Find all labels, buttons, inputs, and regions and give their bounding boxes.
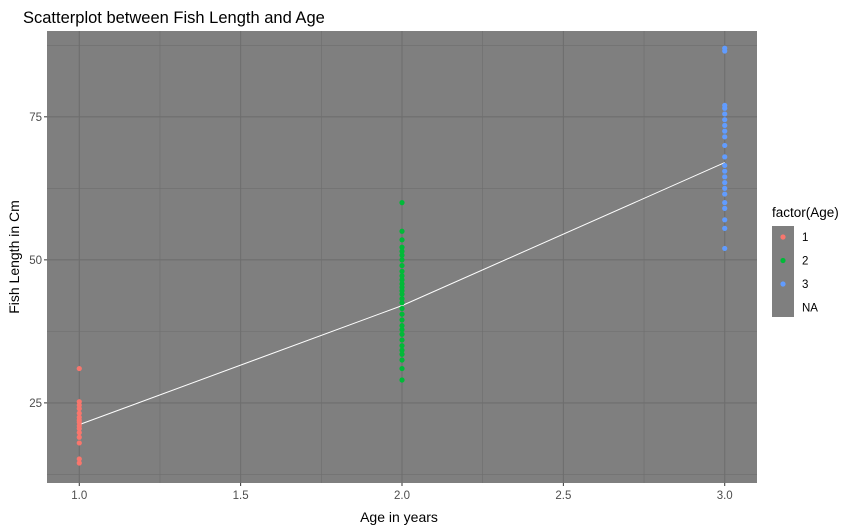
x-tick-label: 1.0 [71, 490, 87, 502]
x-tick-label: 1.5 [233, 490, 249, 502]
data-point-age-2 [399, 244, 405, 250]
data-point-age-2 [399, 337, 405, 343]
y-tick-label: 75 [29, 112, 42, 124]
data-point-age-2 [399, 327, 405, 333]
data-point-age-3 [722, 217, 728, 223]
legend-key-2 [780, 257, 786, 264]
points-layer [76, 45, 728, 466]
data-point-age-2 [399, 365, 405, 372]
y-tick-label: 50 [29, 255, 42, 267]
data-point-age-2 [399, 262, 405, 269]
data-point-age-3 [722, 117, 728, 123]
legend-label-3: 3 [802, 279, 808, 291]
data-point-age-1 [76, 460, 82, 466]
data-point-age-1 [76, 414, 82, 420]
data-point-age-1 [76, 440, 82, 446]
legend-key-3 [780, 281, 786, 287]
data-point-age-2 [399, 228, 405, 234]
data-point-age-2 [399, 377, 405, 383]
data-point-age-1 [76, 399, 82, 405]
data-point-age-3 [722, 142, 728, 149]
x-tick-label: 2.0 [394, 490, 410, 502]
data-point-age-2 [399, 323, 405, 329]
data-point-age-3 [722, 200, 728, 206]
data-point-age-1 [76, 365, 82, 372]
data-point-age-2 [399, 252, 405, 258]
data-point-age-2 [399, 273, 405, 279]
data-point-age-2 [399, 200, 405, 206]
y-axis-title: Fish Length in Cm [6, 200, 22, 314]
data-point-age-2 [399, 248, 405, 254]
x-tick-label: 2.5 [555, 490, 571, 502]
data-point-age-2 [399, 237, 405, 243]
legend-label-2: 2 [802, 256, 808, 268]
data-point-age-3 [722, 111, 728, 117]
y-tick-label: 25 [29, 398, 42, 410]
x-axis-title: Age in years [360, 509, 438, 525]
data-point-age-2 [399, 347, 405, 353]
data-point-age-3 [722, 134, 728, 140]
trend-line-layer [79, 162, 725, 426]
data-point-age-2 [399, 281, 405, 287]
data-point-age-3 [722, 205, 728, 211]
legend: factor(Age) 1 2 3 NA [772, 205, 839, 317]
x-axis-ticks: 1.0 1.5 2.0 2.5 3.0 [71, 483, 733, 502]
y-axis-ticks: 25 50 75 [29, 112, 47, 410]
data-point-age-3 [722, 180, 728, 186]
data-point-age-3 [722, 245, 728, 252]
data-point-age-2 [399, 305, 405, 312]
data-point-age-2 [399, 296, 405, 302]
legend-title: factor(Age) [772, 205, 839, 220]
legend-key-background [772, 226, 794, 317]
legend-entries: 1 2 3 NA [780, 232, 818, 315]
data-point-age-1 [76, 434, 82, 440]
legend-label-1: 1 [802, 232, 808, 244]
data-point-age-2 [399, 268, 405, 274]
data-point-age-3 [722, 45, 728, 51]
data-point-age-2 [399, 351, 405, 357]
data-point-age-3 [722, 162, 728, 169]
chart-title: Scatterplot between Fish Length and Age [23, 9, 325, 27]
data-point-age-2 [399, 257, 405, 263]
data-point-age-2 [399, 343, 405, 349]
data-point-age-1 [76, 456, 82, 462]
data-point-age-2 [399, 317, 405, 323]
data-point-age-3 [722, 154, 728, 160]
data-point-age-2 [399, 277, 405, 283]
data-point-age-3 [722, 168, 728, 174]
trend-line [79, 162, 725, 426]
data-point-age-2 [399, 300, 405, 306]
data-point-age-3 [722, 122, 728, 129]
data-point-age-3 [722, 128, 728, 134]
data-point-age-3 [722, 191, 728, 197]
data-point-age-3 [722, 185, 728, 191]
x-tick-label: 3.0 [717, 490, 733, 502]
data-point-age-2 [399, 311, 405, 317]
legend-label-NA: NA [802, 303, 818, 315]
data-point-age-3 [722, 225, 728, 231]
data-point-age-2 [399, 357, 405, 363]
data-point-age-1 [76, 430, 82, 436]
legend-key-1 [780, 234, 786, 240]
data-point-age-1 [76, 410, 82, 416]
data-point-age-2 [399, 331, 405, 337]
data-point-age-3 [722, 174, 728, 180]
data-point-age-3 [722, 102, 728, 108]
